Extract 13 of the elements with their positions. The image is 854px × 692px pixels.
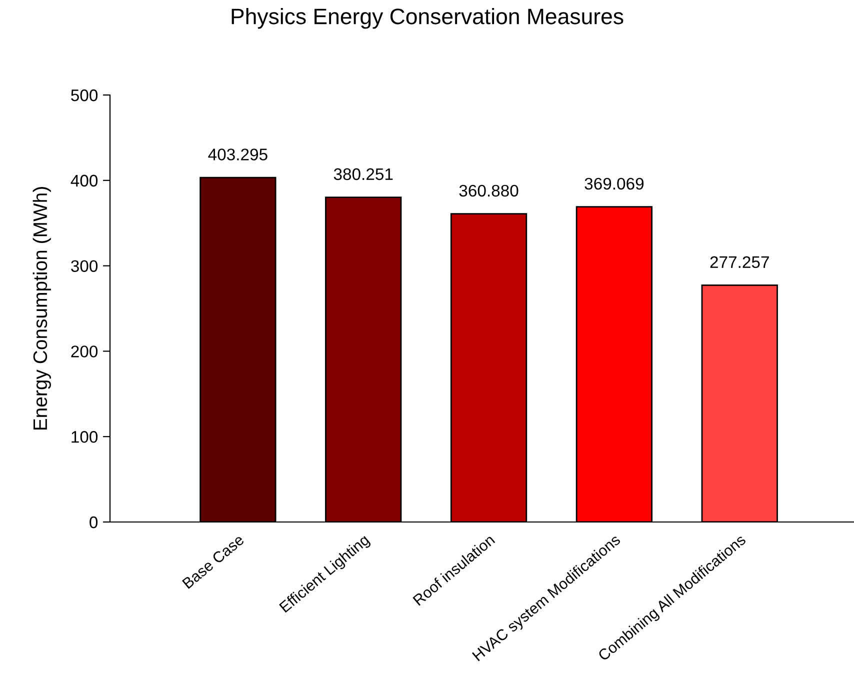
y-tick-label: 500 <box>71 89 98 102</box>
y-axis-title: Energy Consumption (MWh) <box>32 187 51 430</box>
y-tick-label: 200 <box>71 346 98 358</box>
y-tick-label: 0 <box>90 516 98 528</box>
data-label: 369.069 <box>584 178 644 190</box>
y-tick-label: 300 <box>71 260 98 272</box>
chart-title: Physics Energy Conservation Measures <box>232 8 624 29</box>
y-tick-label: 400 <box>70 174 98 187</box>
y-tick-label: 100 <box>72 431 98 443</box>
data-label: 360.880 <box>459 184 518 197</box>
data-label: 277.257 <box>710 256 769 268</box>
data-label: 403.295 <box>208 148 268 160</box>
data-label: 380.251 <box>334 168 393 180</box>
